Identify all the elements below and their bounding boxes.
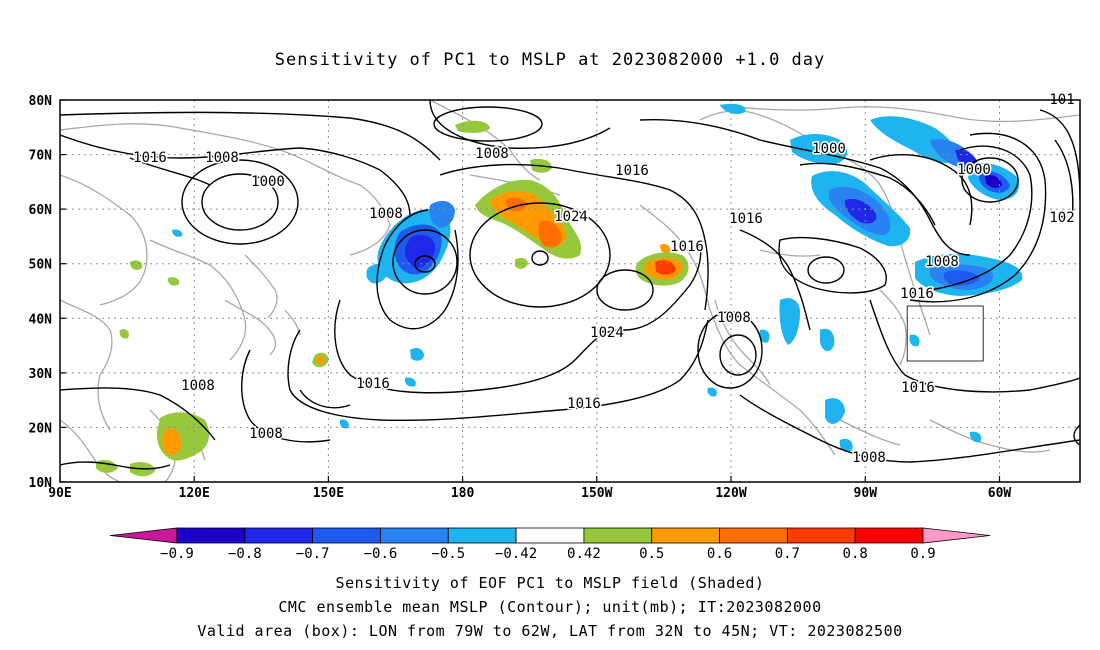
colorbar-label: 0.5 <box>639 546 664 562</box>
isobar-label: 1008 <box>475 146 509 162</box>
lon-label: 90E <box>48 486 71 501</box>
lon-label: 150W <box>581 486 612 501</box>
lat-label: 70N <box>29 149 53 164</box>
colorbar-swatch <box>244 527 314 544</box>
isobar-label: 1016 <box>670 239 704 255</box>
footer-line-1: Sensitivity of EOF PC1 to MSLP field (Sh… <box>335 574 765 592</box>
colorbar-label: 0.42 <box>567 546 601 562</box>
isobar-label: 1000 <box>812 141 846 157</box>
colorbar-label: 0.6 <box>707 546 732 562</box>
isobar-label: 1016 <box>567 396 601 412</box>
mslp-contours <box>60 100 1080 470</box>
colorbar-label: −0.7 <box>296 546 330 562</box>
lon-label: 60W <box>988 486 1012 501</box>
isobar-label: 1008 <box>717 310 751 326</box>
colorbar-swatch <box>312 527 381 544</box>
colorbar-swatch <box>380 527 449 544</box>
colorbar-label: 0.9 <box>910 546 935 562</box>
colorbar: −0.9 −0.8 −0.7 −0.6 −0.5 −0.42 0.42 0.5 0.6 0.7 0.… <box>109 527 991 562</box>
sensitivity-shading <box>96 103 1023 477</box>
lon-label: 180 <box>451 486 475 501</box>
lon-label: 150E <box>313 486 344 501</box>
colorbar-swatch <box>583 527 653 544</box>
colorbar-swatch <box>786 527 856 544</box>
plot-title: Sensitivity of PC1 to MSLP at 2023082000… <box>274 50 826 70</box>
valid-area-box <box>906 305 984 362</box>
isobar-label: 1008 <box>181 378 215 394</box>
colorbar-label: −0.9 <box>160 546 194 562</box>
isobar-label: 1024 <box>590 325 624 341</box>
isobar-label: 1024 <box>554 209 588 225</box>
isobar-label: 1008 <box>369 206 403 222</box>
map-frame <box>59 99 1081 483</box>
footer-line-3: Valid area (box): LON from 79W to 62W, L… <box>197 622 903 640</box>
isobar-label: 102 <box>1049 210 1074 226</box>
colorbar-swatch <box>515 527 585 544</box>
colorbar-label: −0.6 <box>364 546 398 562</box>
isobar-label: 1008 <box>205 150 239 166</box>
isobar-label: 1016 <box>729 211 763 227</box>
lat-label: 40N <box>29 312 53 327</box>
lat-label: 60N <box>29 203 53 218</box>
isobar-label: 1016 <box>901 380 935 396</box>
lon-label: 120E <box>179 486 210 501</box>
colorbar-label: 0.7 <box>775 546 800 562</box>
lat-label: 10N <box>29 476 53 491</box>
colorbar-label: −0.42 <box>495 546 537 562</box>
colorbar-swatch <box>719 527 788 544</box>
axis-ticks <box>59 99 1001 483</box>
isobar-label: 1008 <box>249 426 283 442</box>
lat-label: 30N <box>29 367 53 382</box>
lat-label: 80N <box>29 94 53 109</box>
colorbar-swatch <box>854 527 924 544</box>
colorbar-swatch <box>176 527 246 544</box>
isobar-label: 1016 <box>356 376 390 392</box>
colorbar-label: 0.8 <box>843 546 868 562</box>
colorbar-high-extension <box>922 527 991 544</box>
lon-label: 90W <box>854 486 878 501</box>
longitude-labels: 90E 120E 150E 180 150W 120W 90W 60W <box>48 486 1011 501</box>
isobar-label: 1016 <box>900 286 934 302</box>
isobar-label: 1008 <box>852 450 886 466</box>
latitude-labels: 80N 70N 60N 50N 40N 30N 20N 10N <box>29 94 53 491</box>
isobar-label: 1016 <box>133 150 167 166</box>
isobar-label: 1000 <box>251 174 285 190</box>
colorbar-swatch <box>447 527 517 544</box>
colorbar-label: −0.5 <box>431 546 465 562</box>
footer-line-2: CMC ensemble mean MSLP (Contour); unit(m… <box>278 598 822 616</box>
lon-label: 120W <box>715 486 746 501</box>
isobar-label: 1000 <box>957 162 991 178</box>
isobar-label: 1008 <box>925 254 959 270</box>
colorbar-label: −0.8 <box>228 546 262 562</box>
colorbar-low-extension <box>109 527 178 544</box>
lat-label: 50N <box>29 258 53 273</box>
lat-label: 20N <box>29 421 53 436</box>
contour-labels: 1016 1008 1000 1008 1008 1016 1024 1016 1016 1000… <box>132 91 1077 468</box>
colorbar-swatch <box>651 527 720 544</box>
isobar-label: 1016 <box>615 163 649 179</box>
